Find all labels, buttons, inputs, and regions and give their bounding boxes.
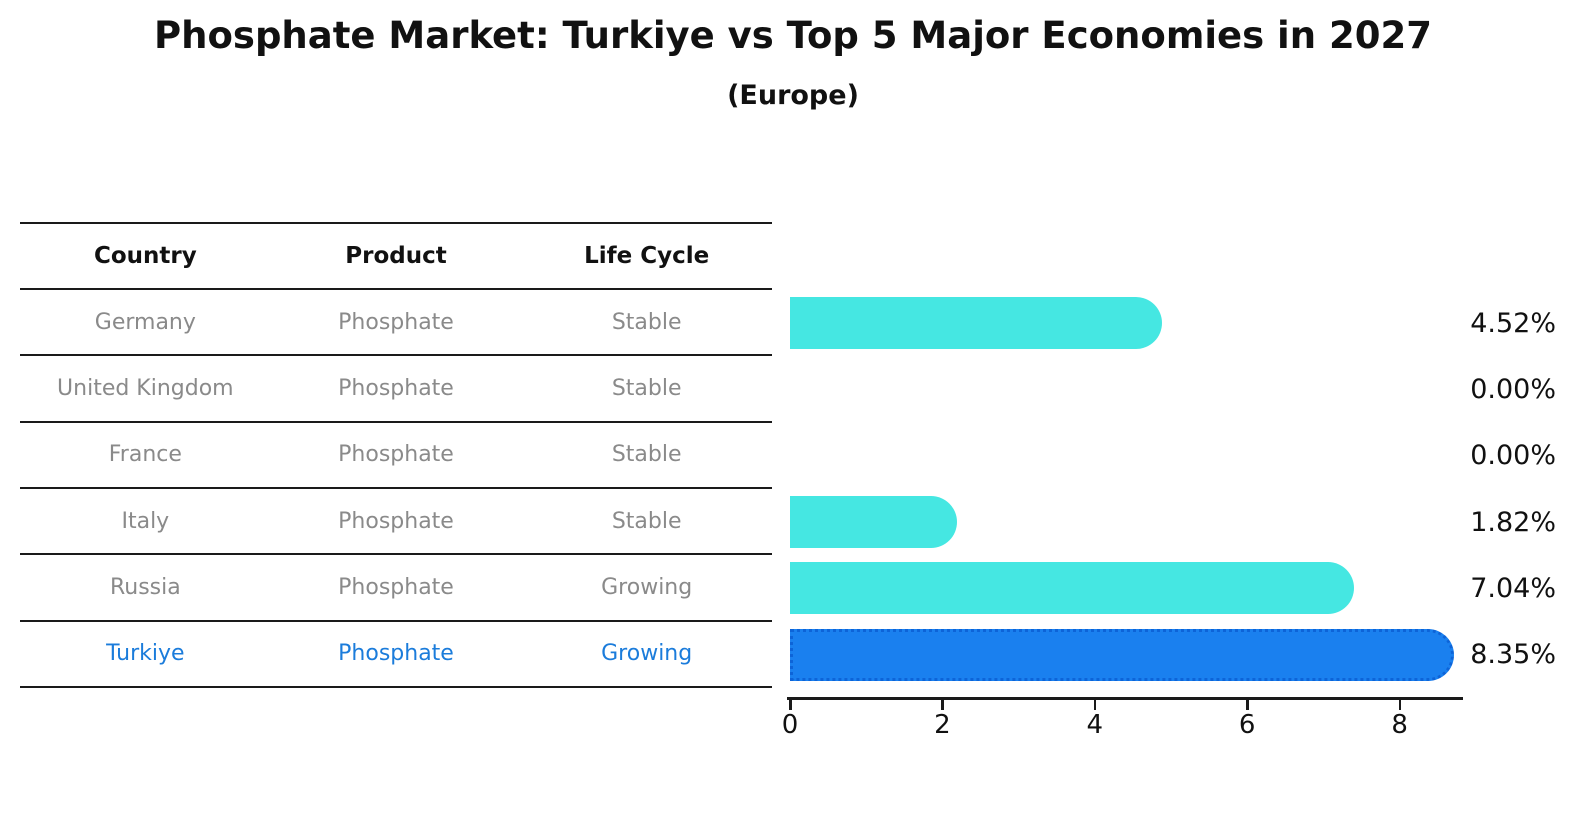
x-axis-line [787, 697, 1463, 700]
cell-country: Italy [121, 508, 170, 534]
x-tick-label-6: 6 [1238, 710, 1256, 740]
x-tick-label-4: 4 [1086, 710, 1104, 740]
cell-lifecycle: Growing [601, 574, 693, 600]
bar-row-russia [790, 555, 1462, 621]
cell-country: Germany [94, 309, 196, 335]
cell-lifecycle: Stable [611, 309, 682, 335]
chart-subtitle: (Europe) [727, 80, 859, 111]
table-body: Germany Phosphate Stable United Kingdom Phos… [20, 290, 772, 688]
bar-row-united-kingdom [790, 356, 1462, 422]
table-row-turkiye: Turkiye Phosphate Growing [20, 622, 772, 688]
cell-product: Phosphate [338, 574, 454, 600]
cell-lifecycle: Stable [611, 508, 682, 534]
x-tick-mark-2 [941, 700, 944, 710]
cell-country: France [108, 442, 182, 468]
bar-row-france [790, 423, 1462, 489]
cell-lifecycle: Stable [611, 375, 682, 401]
bar-row-turkiye [790, 622, 1462, 688]
x-tick-label-8: 8 [1391, 710, 1408, 740]
column-header-product: Product [345, 243, 447, 269]
cell-lifecycle: Growing [601, 641, 693, 667]
table-row-france: France Phosphate Stable [20, 423, 772, 489]
x-tick-mark-0 [789, 700, 792, 710]
table-row-united-kingdom: United Kingdom Phosphate Stable [20, 356, 772, 423]
table-header-row: Country Product Life Cycle [20, 222, 772, 290]
cell-product: Phosphate [338, 641, 454, 667]
country-table: Country Product Life Cycle Germany Phosph… [20, 222, 772, 688]
value-label-italy: 1.82% [1470, 506, 1556, 538]
x-tick-mark-8 [1398, 700, 1402, 710]
x-tick-mark-6 [1246, 700, 1249, 710]
cell-product: Phosphate [338, 375, 454, 401]
value-label-germany: 4.52% [1470, 307, 1556, 339]
cell-product: Phosphate [338, 442, 454, 468]
table-row-germany: Germany Phosphate Stable [20, 290, 772, 357]
x-axis-ticks: 0 2 4 6 8 [782, 697, 1462, 757]
value-label-france: 0.00% [1470, 440, 1556, 472]
bar-plot-area [790, 290, 1462, 688]
cell-product: Phosphate [338, 309, 454, 335]
x-tick-label-0: 0 [781, 710, 799, 740]
x-tick-label-2: 2 [934, 710, 951, 740]
bar-russia [790, 562, 1355, 615]
x-tick-mark-4 [1093, 700, 1097, 710]
value-labels-column: 4.52% 0.00% 0.00% 1.82% 7.04% 8.35% [1440, 290, 1556, 688]
table-row-italy: Italy Phosphate Stable [20, 489, 772, 556]
chart-title: Phosphate Market: Turkiye vs Top 5 Major… [154, 14, 1432, 57]
cell-lifecycle: Stable [611, 442, 682, 468]
cell-country: Russia [109, 574, 181, 600]
bar-germany [790, 297, 1163, 350]
column-header-country: Country [93, 243, 197, 269]
bar-italy [790, 496, 957, 549]
cell-product: Phosphate [338, 508, 454, 534]
value-label-turkiye: 8.35% [1470, 639, 1556, 671]
cell-country: Turkiye [106, 641, 185, 667]
value-label-russia: 7.04% [1470, 572, 1556, 604]
bar-row-italy [790, 489, 1462, 555]
highlight-bar-turkiye [790, 628, 1455, 681]
table-row-russia: Russia Phosphate Growing [20, 555, 772, 622]
bar-row-germany [790, 290, 1462, 356]
column-header-lifecycle: Life Cycle [584, 243, 710, 269]
cell-country: United Kingdom [57, 375, 234, 401]
value-label-united-kingdom: 0.00% [1470, 373, 1556, 405]
